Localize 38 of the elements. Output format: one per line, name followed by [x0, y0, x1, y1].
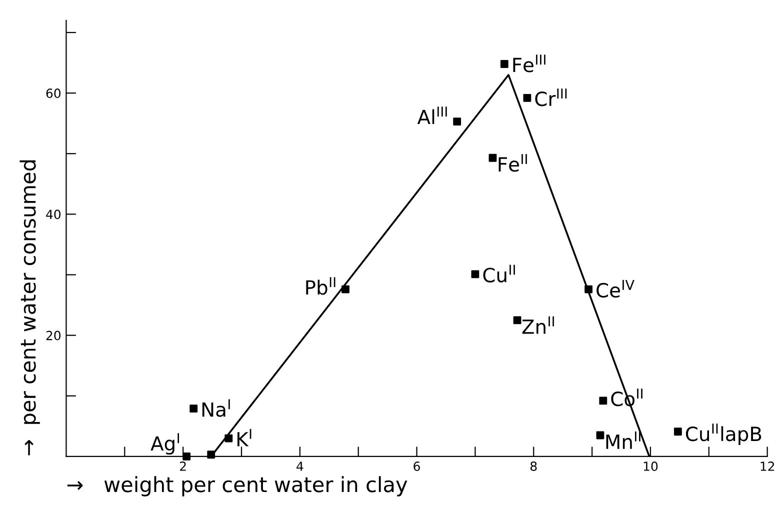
point — [513, 316, 522, 324]
y-tick-label: 20 — [46, 330, 61, 340]
point — [523, 94, 532, 102]
point — [207, 450, 216, 459]
point — [182, 452, 191, 460]
point — [674, 428, 682, 436]
x-tick-label: 12 — [760, 462, 774, 471]
y-tick-label: 40 — [46, 210, 61, 220]
point — [224, 434, 233, 442]
annotation: Ag$^{I}$ — [150, 433, 179, 455]
x-tick-label: 6 — [414, 462, 420, 471]
annotation: Cu$^{II}$lapB — [686, 424, 762, 446]
point — [190, 404, 198, 413]
y-axis-title: → per cent water consumed — [20, 160, 40, 456]
x-tick-label: 8 — [530, 462, 537, 471]
annotation: K$^{I}$ — [237, 428, 252, 446]
annotation: Zn$^{II}$ — [522, 316, 554, 334]
x-axis-title: → weight per cent water in clay — [67, 476, 408, 496]
annotation: Cr$^{III}$ — [535, 88, 567, 106]
annotation: Al$^{III}$ — [417, 106, 447, 124]
point — [599, 396, 608, 405]
x-tick-label: 2 — [180, 462, 186, 471]
annotation: Cu$^{II}$ — [483, 264, 515, 282]
point — [342, 285, 350, 294]
point — [584, 285, 592, 294]
point — [471, 270, 480, 278]
point — [596, 431, 604, 440]
annotation: Na$^{I}$ — [202, 399, 230, 417]
point — [488, 154, 497, 162]
point — [500, 60, 508, 68]
y-tick-label: 60 — [46, 88, 61, 98]
point — [453, 118, 462, 126]
annotation: Pb$^{II}$ — [306, 277, 336, 295]
annotation: Fe$^{II}$ — [498, 154, 527, 172]
annotation: Ce$^{IV}$ — [596, 280, 634, 298]
x-tick-label: 10 — [644, 462, 658, 471]
annotation: Fe$^{III}$ — [513, 54, 546, 72]
x-tick-label: 4 — [296, 462, 304, 471]
